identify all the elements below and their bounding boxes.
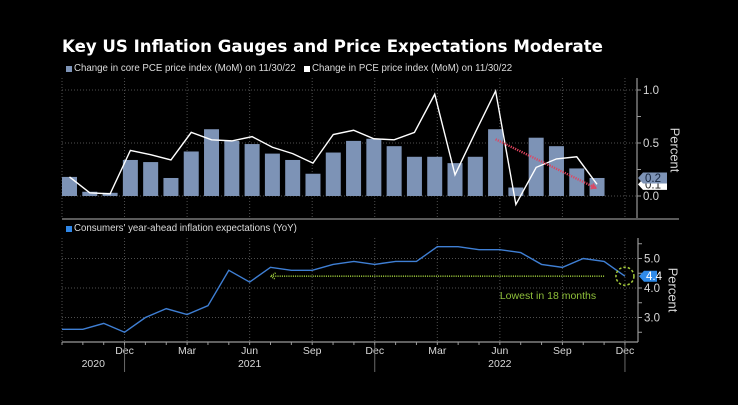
legend-item-headline-pce: Change in PCE price index (MoM) on 11/30… [304, 64, 512, 74]
series-lines [62, 88, 626, 334]
legend-swatch-headline-pce [304, 66, 310, 72]
top-y-tick-label: 0.5 [643, 138, 659, 150]
highlight-circle [615, 266, 635, 286]
core-pce-bar [82, 191, 98, 196]
lowest-level-arrowhead-icon [269, 272, 276, 281]
core-pce-bar [285, 159, 301, 196]
core-pce-bars [62, 129, 605, 196]
core-pce-bar [264, 153, 280, 196]
core-pce-bar [183, 151, 199, 196]
x-tick-label: Sep [303, 345, 322, 357]
core-pce-bar [325, 152, 341, 196]
legend-label-core-pce: Change in core PCE price index (MoM) on … [74, 63, 296, 74]
inflation-expectations-last-value-label: 4.4 [639, 270, 663, 283]
core-pce-bar [589, 177, 605, 196]
core-pce-bar [508, 187, 524, 196]
lowest-annotation-text: Lowest in 18 months [500, 290, 596, 302]
core-pce-bar [366, 138, 382, 196]
headline-pce-line [69, 88, 598, 207]
core-pce-bar [427, 156, 443, 196]
legend-swatch-inflation-expectations [66, 226, 72, 232]
x-tick-label: Sep [553, 345, 572, 357]
core-pce-bar [467, 156, 483, 196]
core-pce-bar [62, 176, 77, 196]
core-pce-bar [204, 129, 220, 196]
value-labels: 0.10.24.4 [638, 172, 667, 283]
legend-item-core-pce: Change in core PCE price index (MoM) on … [66, 64, 296, 74]
inflation-expectations-last-value-label-box [639, 270, 657, 282]
x-year-label: 2021 [238, 358, 262, 370]
x-year-label: 2022 [488, 358, 512, 370]
trend-arrow-line [495, 138, 598, 190]
bottom-y-axis-title: Percent [666, 268, 681, 313]
bottom-y-tick-label: 5.0 [644, 254, 660, 266]
gridlines [61, 78, 638, 342]
core-pce-bar [346, 140, 362, 196]
core-pce-bar [122, 159, 138, 196]
core-pce-bar [386, 146, 402, 196]
core-pce-bar [548, 146, 564, 196]
legend-item-inflation-expectations: Consumers' year-ahead inflation expectat… [66, 224, 297, 234]
legend-label-headline-pce: Change in PCE price index (MoM) on 11/30… [312, 63, 513, 74]
x-tick-label: Mar [178, 345, 197, 357]
top-y-axis-title: Percent [668, 128, 683, 173]
annotations: Lowest in 18 months [269, 138, 635, 302]
trend-arrowhead-icon [590, 182, 598, 190]
legend-swatch-core-pce [66, 66, 72, 72]
x-tick-label: Mar [428, 345, 447, 357]
inflation-expectations-last-value-label-text: 4.4 [646, 271, 663, 283]
bottom-y-tick-label: 3.0 [644, 313, 660, 325]
top-y-tick-label: 0.0 [643, 191, 659, 203]
core-pce-bar [244, 144, 260, 196]
legend-label-inflation-expectations: Consumers' year-ahead inflation expectat… [74, 223, 297, 234]
core-pce-bar [163, 177, 179, 196]
core-pce-last-value-label: 0.2 [638, 172, 667, 185]
core-pce-bar [447, 163, 463, 196]
bottom-y-tick-label: 4.0 [644, 283, 660, 295]
core-pce-last-value-label-box [638, 172, 667, 184]
core-pce-last-value-label-text: 0.2 [645, 173, 661, 185]
core-pce-bar [569, 168, 585, 196]
x-tick-label: Jun [491, 345, 508, 357]
core-pce-bar [488, 129, 504, 196]
core-pce-bar [224, 140, 240, 196]
core-pce-bar [143, 162, 159, 196]
top-y-tick-label: 1.0 [643, 85, 659, 97]
x-tick-label: Jun [241, 345, 258, 357]
core-pce-bar [305, 173, 321, 196]
x-year-label: 2020 [82, 358, 106, 370]
chart-title: Key US Inflation Gauges and Price Expect… [62, 37, 603, 56]
core-pce-bar [406, 156, 422, 196]
inflation-expectations-line [62, 245, 626, 334]
